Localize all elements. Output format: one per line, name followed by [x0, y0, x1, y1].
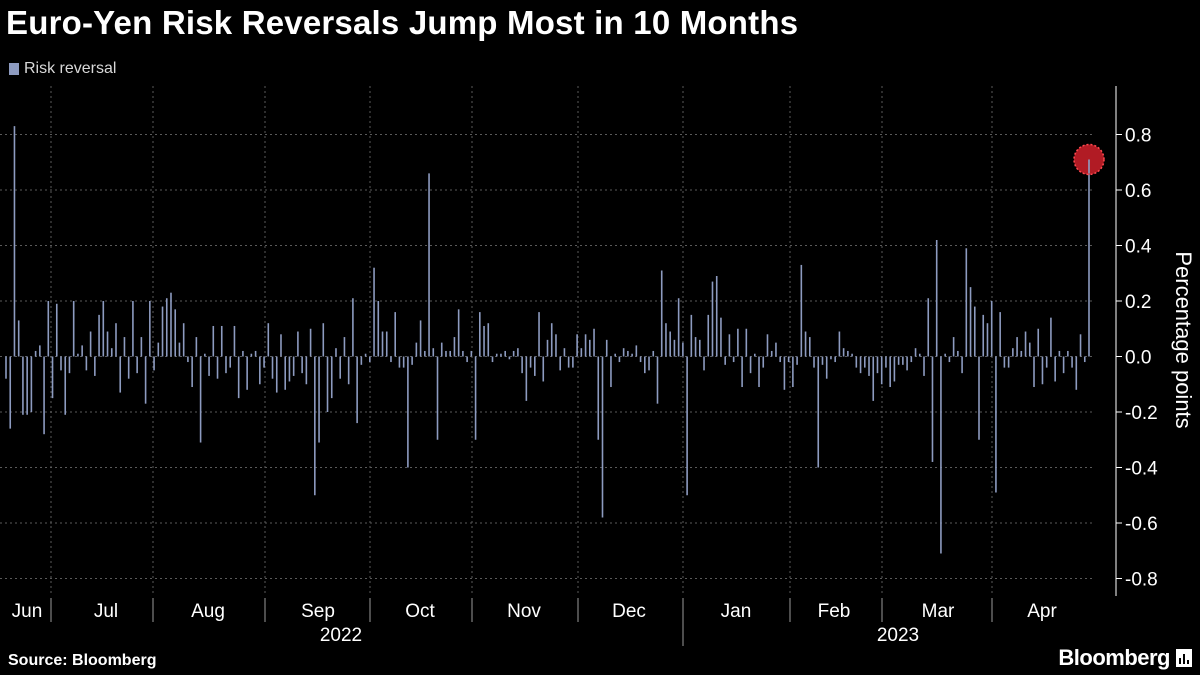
chart-icon [1176, 649, 1192, 667]
y-tick-label: -0.4 [1125, 459, 1158, 480]
year-label: 2023 [877, 625, 919, 646]
grid [0, 86, 1095, 596]
y-tick-label: -0.6 [1125, 514, 1158, 535]
x-tick-label: Aug [191, 601, 225, 622]
x-tick-label: Nov [507, 601, 541, 622]
x-tick-label: Jul [94, 601, 118, 622]
bloomberg-logo: Bloomberg [1058, 645, 1192, 671]
y-tick-label: 0.4 [1125, 237, 1152, 258]
x-tick-label: Oct [405, 601, 435, 622]
y-tick-label: 0.6 [1125, 181, 1151, 202]
year-label: 2022 [320, 625, 362, 646]
legend-label: Risk reversal [24, 60, 117, 77]
x-tick-label: Apr [1027, 601, 1057, 622]
y-tick-label: 0.8 [1125, 126, 1151, 147]
chart-title: Euro-Yen Risk Reversals Jump Most in 10 … [6, 4, 799, 41]
y-axis-title: Percentage points [1171, 251, 1196, 428]
x-tick-label: Jun [12, 601, 43, 622]
x-tick-label: Sep [301, 601, 335, 622]
x-tick-label: Jan [721, 601, 752, 622]
y-tick-label: 0.0 [1125, 348, 1151, 369]
x-axis: Jun Jul Aug Sep Oct Nov Dec Jan Feb Mar Apr 2022 202… [12, 598, 1057, 646]
legend-swatch [9, 63, 19, 75]
x-tick-label: Dec [612, 601, 646, 622]
x-tick-label: Mar [922, 601, 955, 622]
x-tick-label: Feb [818, 601, 851, 622]
y-axis: 0.8 0.6 0.4 0.2 0.0 -0.2 -0.4 -0.6 -0.8 [1115, 86, 1158, 596]
y-tick-label: -0.8 [1125, 570, 1158, 591]
y-tick-label: -0.2 [1125, 403, 1158, 424]
brand-name: Bloomberg [1058, 645, 1170, 670]
legend: Risk reversal [9, 60, 116, 78]
source-note: Source: Bloomberg [8, 652, 157, 669]
y-tick-label: 0.2 [1125, 292, 1151, 313]
bars [5, 126, 1105, 554]
